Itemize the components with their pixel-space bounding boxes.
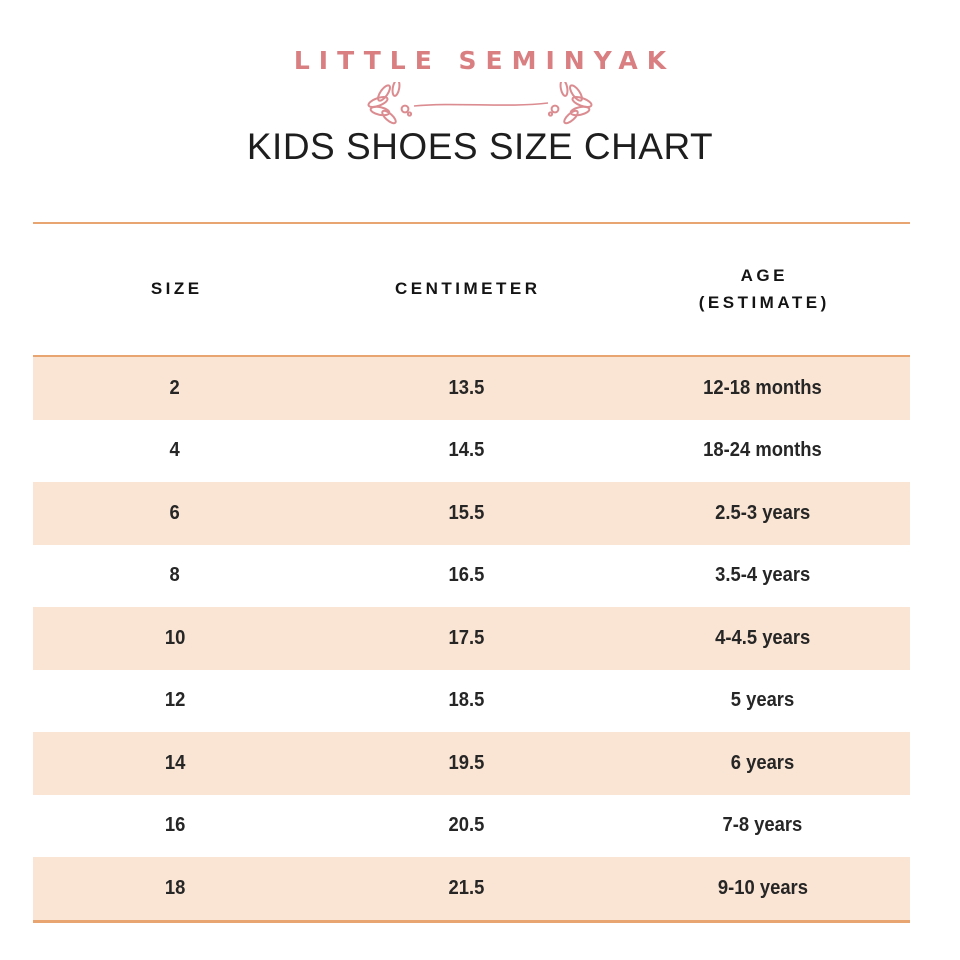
age-cell: 9-10 years [717, 876, 808, 899]
size-cell: 10 [164, 626, 186, 649]
table-row: 16 20.5 7-8 years [33, 794, 910, 857]
size-cell: 6 [169, 501, 181, 524]
header-age-line2: (ESTIMATE) [698, 292, 830, 312]
age-cell: 7-8 years [722, 814, 803, 837]
centimeter-cell: 19.5 [448, 751, 484, 774]
header-cell-size: SIZE [150, 279, 203, 299]
size-cell: 14 [164, 751, 186, 774]
size-cell: 4 [169, 439, 181, 462]
size-cell: 18 [164, 876, 186, 899]
table-row: 12 18.5 5 years [33, 669, 910, 732]
centimeter-cell: 14.5 [448, 439, 484, 462]
age-cell: 6 years [730, 751, 795, 774]
table-row: 18 21.5 9-10 years [33, 857, 910, 920]
header-cell-age: AGE (ESTIMATE) [615, 263, 910, 316]
age-cell: 2.5-3 years [714, 501, 811, 524]
centimeter-cell: 16.5 [448, 564, 484, 587]
size-cell: 8 [169, 564, 181, 587]
laurel-flourish-icon [367, 82, 593, 125]
size-chart-table: SIZE CENTIMETER AGE (ESTIMATE) 2 13.5 12… [33, 222, 910, 923]
table-top-rule [33, 222, 910, 224]
header-age-line1: AGE [740, 266, 788, 286]
page-title: KIDS SHOES SIZE CHART [246, 126, 714, 167]
age-cell: 4-4.5 years [714, 626, 811, 649]
centimeter-cell: 21.5 [448, 876, 484, 899]
age-cell: 18-24 months [703, 439, 822, 462]
age-cell: 5 years [730, 689, 795, 712]
centimeter-cell: 20.5 [448, 814, 484, 837]
brand-name: LITTLE SEMINYAK [293, 46, 676, 75]
table-header-row: SIZE CENTIMETER AGE (ESTIMATE) [33, 224, 910, 355]
size-cell: 12 [164, 689, 186, 712]
table-row: 2 13.5 12-18 months [33, 357, 910, 420]
table-body: 2 13.5 12-18 months 4 14.5 18-24 months … [33, 357, 910, 920]
size-cell: 16 [164, 814, 186, 837]
size-cell: 2 [169, 376, 181, 399]
table-row: 10 17.5 4-4.5 years [33, 607, 910, 670]
table-header-rule [33, 355, 910, 357]
centimeter-cell: 15.5 [448, 501, 484, 524]
centimeter-cell: 13.5 [448, 376, 484, 399]
table-bottom-rule [33, 919, 910, 923]
table-row: 14 19.5 6 years [33, 732, 910, 795]
age-cell: 3.5-4 years [714, 564, 811, 587]
header-cell-centimeter: CENTIMETER [395, 279, 541, 299]
age-cell: 12-18 months [703, 376, 822, 399]
table-row: 8 16.5 3.5-4 years [33, 544, 910, 607]
table-row: 4 14.5 18-24 months [33, 419, 910, 482]
centimeter-cell: 17.5 [448, 626, 484, 649]
centimeter-cell: 18.5 [448, 689, 484, 712]
table-row: 6 15.5 2.5-3 years [33, 482, 910, 545]
